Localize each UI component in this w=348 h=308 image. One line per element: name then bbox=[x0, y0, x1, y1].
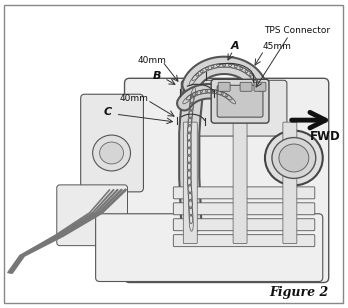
Ellipse shape bbox=[279, 144, 309, 172]
FancyBboxPatch shape bbox=[240, 82, 252, 91]
Ellipse shape bbox=[93, 135, 130, 171]
FancyBboxPatch shape bbox=[254, 82, 266, 91]
FancyBboxPatch shape bbox=[96, 214, 323, 282]
Text: 40mm: 40mm bbox=[137, 56, 166, 65]
Text: Figure 2: Figure 2 bbox=[269, 286, 329, 299]
Text: 40mm: 40mm bbox=[119, 94, 148, 103]
Text: 45mm: 45mm bbox=[263, 42, 292, 51]
FancyBboxPatch shape bbox=[57, 185, 127, 246]
Ellipse shape bbox=[100, 142, 124, 164]
FancyBboxPatch shape bbox=[173, 187, 315, 199]
Text: A: A bbox=[231, 41, 239, 51]
FancyBboxPatch shape bbox=[173, 219, 315, 231]
Text: TPS Connector: TPS Connector bbox=[264, 26, 330, 35]
Ellipse shape bbox=[265, 131, 323, 185]
FancyBboxPatch shape bbox=[233, 122, 247, 244]
FancyBboxPatch shape bbox=[211, 79, 269, 123]
FancyBboxPatch shape bbox=[125, 78, 329, 282]
FancyBboxPatch shape bbox=[173, 235, 315, 247]
FancyBboxPatch shape bbox=[81, 94, 143, 192]
Text: B: B bbox=[153, 71, 161, 81]
Text: C: C bbox=[103, 107, 112, 117]
FancyBboxPatch shape bbox=[181, 80, 287, 136]
Text: FWD: FWD bbox=[310, 130, 341, 143]
FancyBboxPatch shape bbox=[183, 122, 197, 244]
FancyBboxPatch shape bbox=[217, 85, 263, 117]
Ellipse shape bbox=[272, 138, 316, 178]
FancyBboxPatch shape bbox=[218, 82, 230, 91]
FancyBboxPatch shape bbox=[283, 122, 297, 244]
FancyBboxPatch shape bbox=[173, 203, 315, 215]
